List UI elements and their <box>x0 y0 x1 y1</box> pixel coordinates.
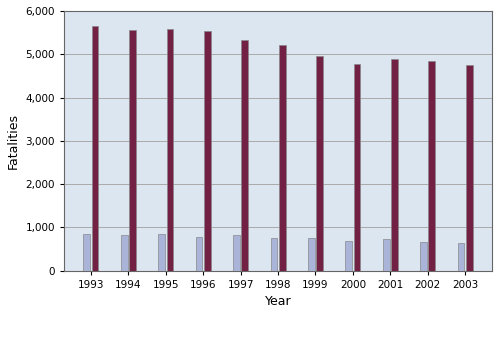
Bar <box>204 31 211 271</box>
Bar <box>316 56 323 271</box>
X-axis label: Year: Year <box>265 295 291 308</box>
Bar <box>167 29 173 271</box>
Bar <box>383 239 390 271</box>
Y-axis label: Fatalities: Fatalities <box>7 113 20 169</box>
Bar <box>270 238 277 271</box>
Bar <box>345 241 352 271</box>
Bar <box>391 59 398 271</box>
Bar <box>308 238 315 271</box>
Bar <box>354 65 360 271</box>
Bar <box>279 45 285 271</box>
Bar <box>92 26 98 271</box>
Bar <box>129 31 136 271</box>
Bar <box>420 242 427 271</box>
Bar <box>83 234 90 271</box>
Bar <box>121 235 128 271</box>
Bar <box>158 234 165 271</box>
Bar <box>466 65 473 271</box>
Bar <box>196 237 203 271</box>
Bar <box>233 235 240 271</box>
Bar <box>458 244 465 271</box>
Bar <box>242 40 248 271</box>
Bar <box>429 61 435 271</box>
